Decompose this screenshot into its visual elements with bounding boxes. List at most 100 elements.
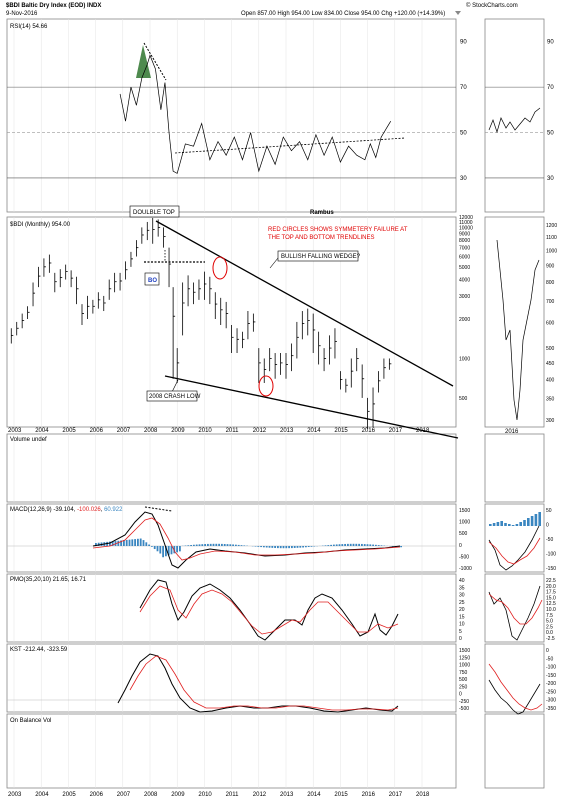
pmo-inset-tick-label: 17.5 bbox=[546, 590, 556, 596]
price-inset-tick-label: 300 bbox=[546, 418, 555, 424]
macd-inset-tick-label: 50 bbox=[546, 508, 552, 514]
pmo-tick-label: 15 bbox=[459, 614, 465, 620]
kst-inset-tick-label: 0 bbox=[546, 648, 549, 654]
macd-hist-bar bbox=[226, 544, 229, 546]
year-label-bottom: 2004 bbox=[35, 792, 49, 798]
pmo-tick-label: 20 bbox=[459, 607, 465, 613]
macd-hist-bar bbox=[291, 546, 293, 549]
price-legend: $BDI (Monthly) 954.00 bbox=[10, 222, 71, 228]
macd-hist-bar bbox=[293, 546, 296, 548]
macd-inset-histogram bbox=[489, 512, 541, 526]
rsi-line bbox=[119, 54, 392, 174]
price-panel: DOULBLE TOP Rambus RED CIRCLES SHOWS SYM… bbox=[10, 205, 540, 439]
year-label-price: 2016 bbox=[362, 428, 376, 434]
macd-hist-bar bbox=[176, 546, 178, 553]
year-label-bottom: 2017 bbox=[389, 792, 403, 798]
macd-hist-bar bbox=[120, 540, 122, 546]
year-label-price: 2004 bbox=[35, 428, 49, 434]
upper-wedge-trendline bbox=[155, 220, 454, 387]
year-label-price: 2005 bbox=[62, 428, 76, 434]
macd-inset-hist-bar bbox=[538, 512, 541, 526]
year-label-bottom: 2009 bbox=[171, 792, 185, 798]
macd-hist-bar bbox=[377, 545, 380, 546]
macd-inset-signal bbox=[488, 537, 541, 565]
macd-hist-bar bbox=[153, 546, 156, 550]
macd-inset-hist-bar bbox=[534, 514, 538, 526]
year-label-bottom: 2006 bbox=[90, 792, 104, 798]
macd-hist-bar bbox=[134, 539, 136, 546]
macd-hist-bar bbox=[327, 545, 330, 546]
year-label-price: 2010 bbox=[198, 428, 212, 434]
macd-hist-bar bbox=[257, 546, 260, 547]
macd-hist-bar bbox=[361, 543, 363, 546]
kst-tick-label: 500 bbox=[459, 677, 468, 683]
price-tick-label: 9000 bbox=[459, 231, 470, 237]
pmo-inset-tick-label: 22.5 bbox=[546, 578, 556, 584]
macd-hist-bar bbox=[229, 544, 232, 546]
price-inset-tick-label: 800 bbox=[546, 280, 555, 286]
kst-line bbox=[117, 653, 399, 713]
rsi-peak-trendline bbox=[143, 42, 167, 81]
macd-hist-bar bbox=[232, 544, 234, 546]
macd-hist-bar bbox=[137, 538, 139, 546]
macd-tick-label: -1000 bbox=[459, 566, 472, 572]
kst-inset-tick-label: -150 bbox=[546, 673, 556, 679]
macd-hist-bar bbox=[218, 543, 220, 546]
macd-hist-bar bbox=[324, 545, 327, 546]
kst-inset-tick-label: -350 bbox=[546, 706, 556, 712]
macd-hist-bar bbox=[288, 546, 290, 549]
year-label-bottom: 2003 bbox=[8, 792, 22, 798]
macd-hist-bar bbox=[254, 546, 257, 547]
svg-text:BO: BO bbox=[148, 278, 157, 284]
macd-signal-line bbox=[92, 517, 401, 561]
kst-tick-label: 1500 bbox=[459, 648, 470, 654]
macd-tick-label: 1500 bbox=[459, 508, 470, 514]
pmo-tick-label: 25 bbox=[459, 600, 465, 606]
pmo-tick-label: 40 bbox=[459, 578, 465, 584]
inset-year-label: 2016 bbox=[505, 429, 519, 435]
macd-inset-tick-label: -150 bbox=[546, 566, 556, 572]
macd-hist-bar bbox=[375, 544, 377, 546]
macd-hist-bar bbox=[131, 539, 134, 546]
x-axis-years: 2003 2003 2004 2004 2005 2005 2006 2006 2007 2007… bbox=[8, 428, 430, 798]
macd-hist-bar bbox=[165, 546, 167, 557]
pmo-inset-tick-label: 10.0 bbox=[546, 607, 556, 613]
year-label-bottom: 2012 bbox=[253, 792, 267, 798]
macd-hist-bar bbox=[193, 544, 195, 546]
price-tick-label: 6000 bbox=[459, 254, 470, 260]
year-label-price: 2006 bbox=[90, 428, 104, 434]
macd-hist-bar bbox=[95, 543, 97, 546]
price-tick-label: 500 bbox=[459, 396, 468, 402]
kst-tick-label: -500 bbox=[459, 706, 469, 712]
chart-date: 9-Nov-2016 bbox=[6, 11, 38, 17]
macd-inset-tick-label: 0 bbox=[546, 523, 549, 529]
year-label-bottom: 2010 bbox=[198, 792, 212, 798]
macd-hist-bar bbox=[277, 546, 279, 549]
price-tick-label: 11000 bbox=[459, 220, 473, 226]
macd-tick-label: 0 bbox=[459, 543, 462, 549]
year-label-price: 2015 bbox=[334, 428, 348, 434]
macd-tick-label: -500 bbox=[459, 554, 469, 560]
author-label: Rambus bbox=[310, 210, 334, 216]
macd-hist-bar bbox=[109, 541, 111, 546]
year-label-bottom: 2018 bbox=[416, 792, 430, 798]
macd-hist-bar bbox=[209, 543, 212, 546]
macd-hist-bar bbox=[363, 544, 366, 546]
macd-inset-hist-bar bbox=[496, 522, 500, 526]
year-label-price: 2011 bbox=[226, 428, 240, 434]
macd-hist-bar bbox=[179, 546, 181, 552]
year-label-price: 2014 bbox=[307, 428, 321, 434]
macd-inset-hist-bar bbox=[523, 520, 526, 526]
macd-inset-hist-bar bbox=[500, 521, 503, 526]
macd-hist-bar bbox=[358, 543, 360, 546]
price-tick-label: 1000 bbox=[459, 356, 470, 362]
red-circle-note-line2: THE TOP AND BOTTOM TRENDLINES bbox=[268, 235, 374, 241]
year-label-price: 2009 bbox=[171, 428, 185, 434]
macd-hist-bar bbox=[170, 546, 173, 555]
rsi-tick-label: 50 bbox=[460, 131, 467, 137]
price-tick-label: 2000 bbox=[459, 317, 470, 323]
price-inset-tick-label: 500 bbox=[546, 346, 555, 352]
kst-legend: KST -212.44, -323.59 bbox=[10, 647, 68, 653]
macd-panel bbox=[7, 506, 541, 571]
